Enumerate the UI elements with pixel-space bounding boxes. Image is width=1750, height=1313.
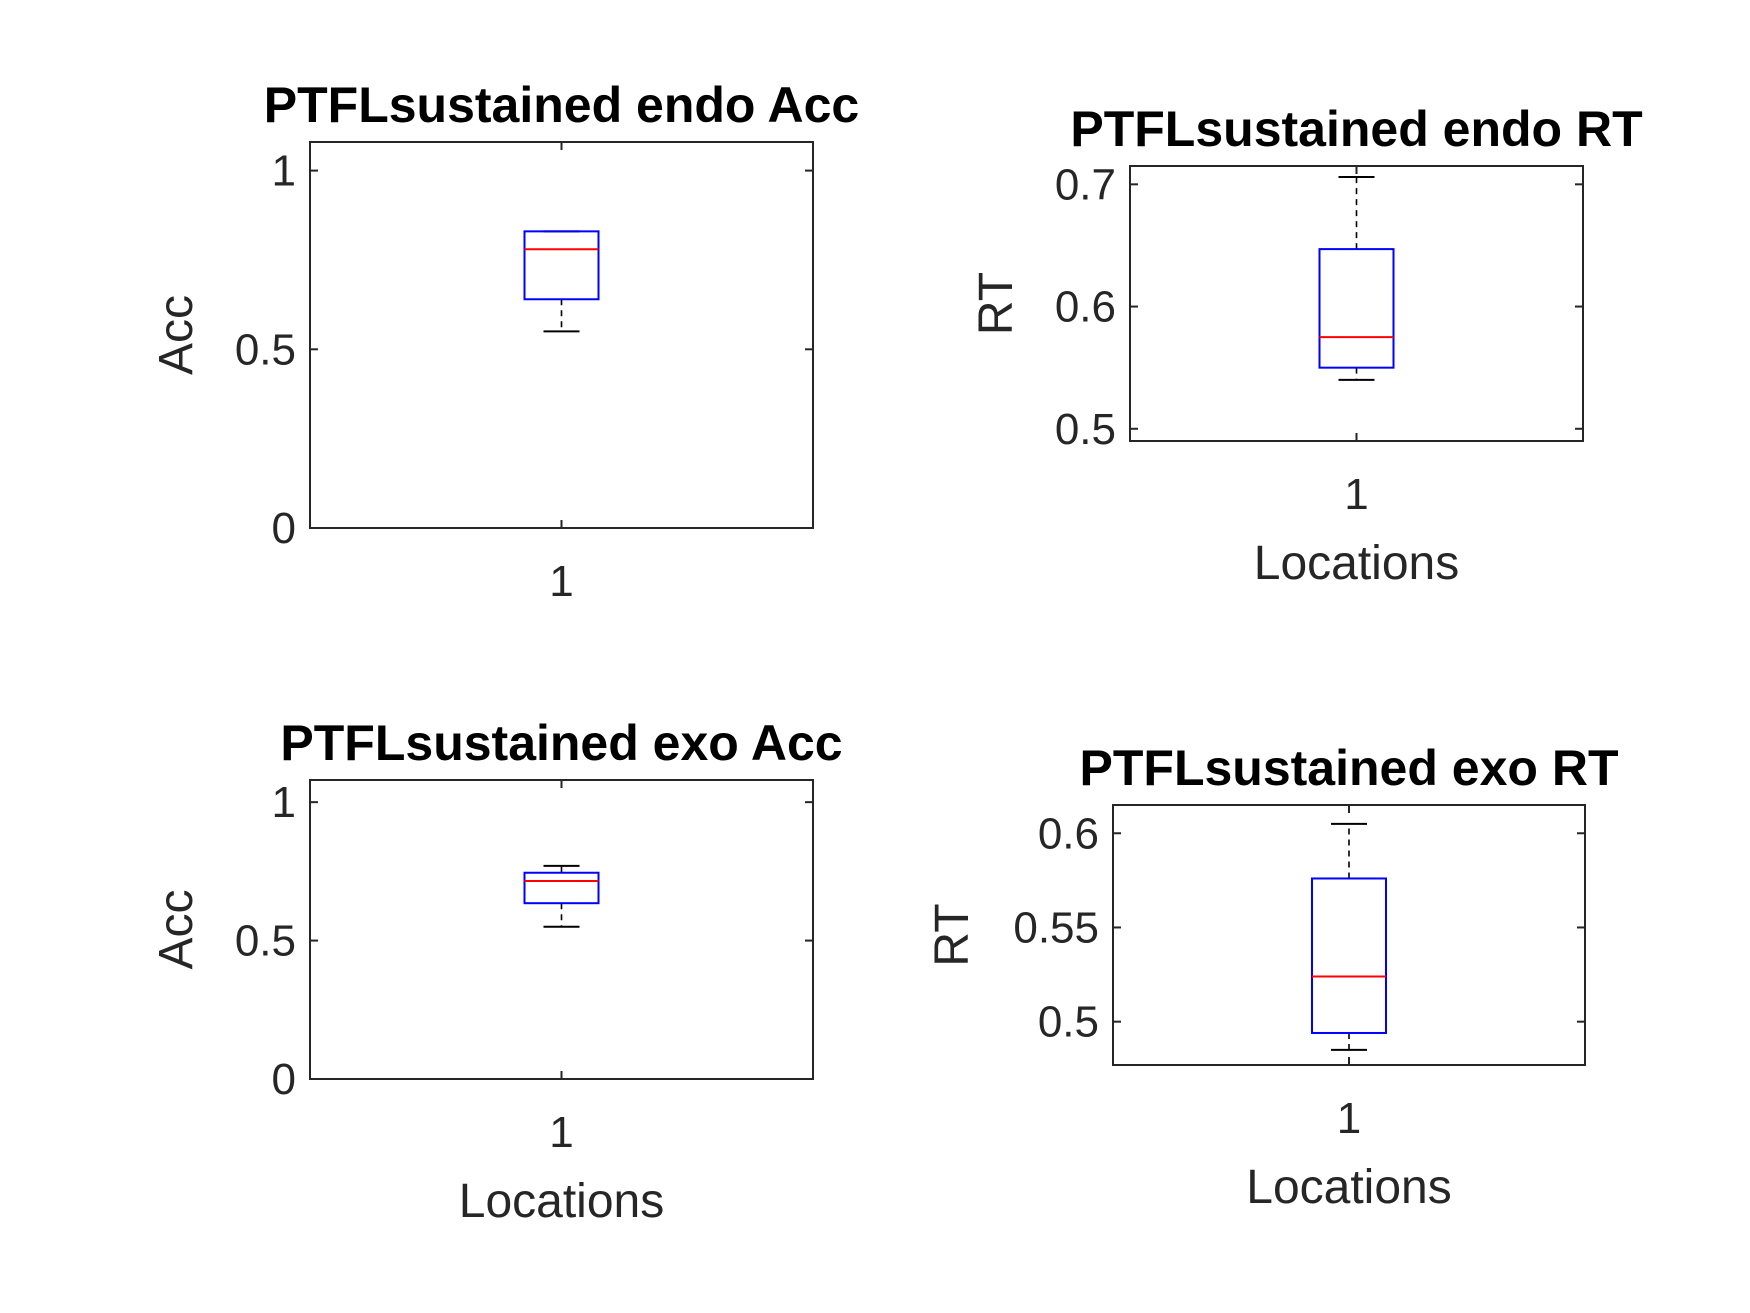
- subplot-4: PTFLsustained exo RT 0.5 0.55 0.6 1 Locations…: [926, 740, 1618, 1214]
- axes-box: [1129, 165, 1584, 442]
- axes-box: [309, 779, 814, 1080]
- y-tick-label: 0.7: [1055, 160, 1116, 209]
- boxplot-group: [1318, 176, 1395, 381]
- y-tick-label: 1: [272, 147, 296, 196]
- subplot-title: PTFLsustained endo Acc: [264, 77, 859, 133]
- y-tick-label: 0.5: [1038, 998, 1099, 1047]
- x-tick-label: 1: [1344, 470, 1368, 519]
- y-tick-label: 0.5: [235, 917, 296, 966]
- y-tick-label: 0.6: [1055, 283, 1116, 332]
- y-axis-label: RT: [926, 903, 979, 966]
- subplot-1: PTFLsustained endo Acc 0 0.5 1 1 Acc: [150, 77, 859, 606]
- boxplot-group: [523, 230, 600, 333]
- y-tick-label: 0.5: [235, 325, 296, 374]
- x-tick-label: 1: [549, 557, 573, 606]
- subplot-2: PTFLsustained endo RT 0.5 0.6 0.7 1 Locations…: [970, 101, 1643, 590]
- box-iqr: [1311, 877, 1387, 1034]
- y-tick-label: 1: [272, 778, 296, 827]
- y-tick-label: 0.55: [1013, 903, 1099, 952]
- subplot-3: PTFLsustained exo Acc 0 0.5 1 1 Locations Acc: [150, 715, 843, 1228]
- x-tick-label: 1: [1337, 1094, 1361, 1143]
- y-axis-label: RT: [970, 272, 1023, 335]
- x-axis-label: Locations: [459, 1175, 664, 1228]
- box-iqr: [1318, 248, 1395, 369]
- box-iqr: [523, 230, 600, 301]
- box-iqr: [523, 871, 600, 905]
- boxplot-group: [523, 864, 600, 928]
- x-tick-label: 1: [549, 1108, 573, 1157]
- y-tick-label: 0.5: [1055, 405, 1116, 454]
- axes-box: [309, 141, 814, 529]
- x-axis-label: Locations: [1254, 537, 1459, 590]
- y-axis-label: Acc: [150, 889, 203, 969]
- subplot-title: PTFLsustained exo RT: [1080, 740, 1619, 796]
- y-axis-label: Acc: [150, 295, 203, 375]
- y-tick-label: 0: [272, 1055, 296, 1104]
- subplot-title: PTFLsustained exo Acc: [280, 715, 842, 771]
- y-tick-label: 0.6: [1038, 809, 1099, 858]
- subplot-title: PTFLsustained endo RT: [1070, 101, 1642, 157]
- y-tick-label: 0: [272, 504, 296, 553]
- boxplot-group: [1311, 822, 1387, 1051]
- x-axis-label: Locations: [1246, 1161, 1451, 1214]
